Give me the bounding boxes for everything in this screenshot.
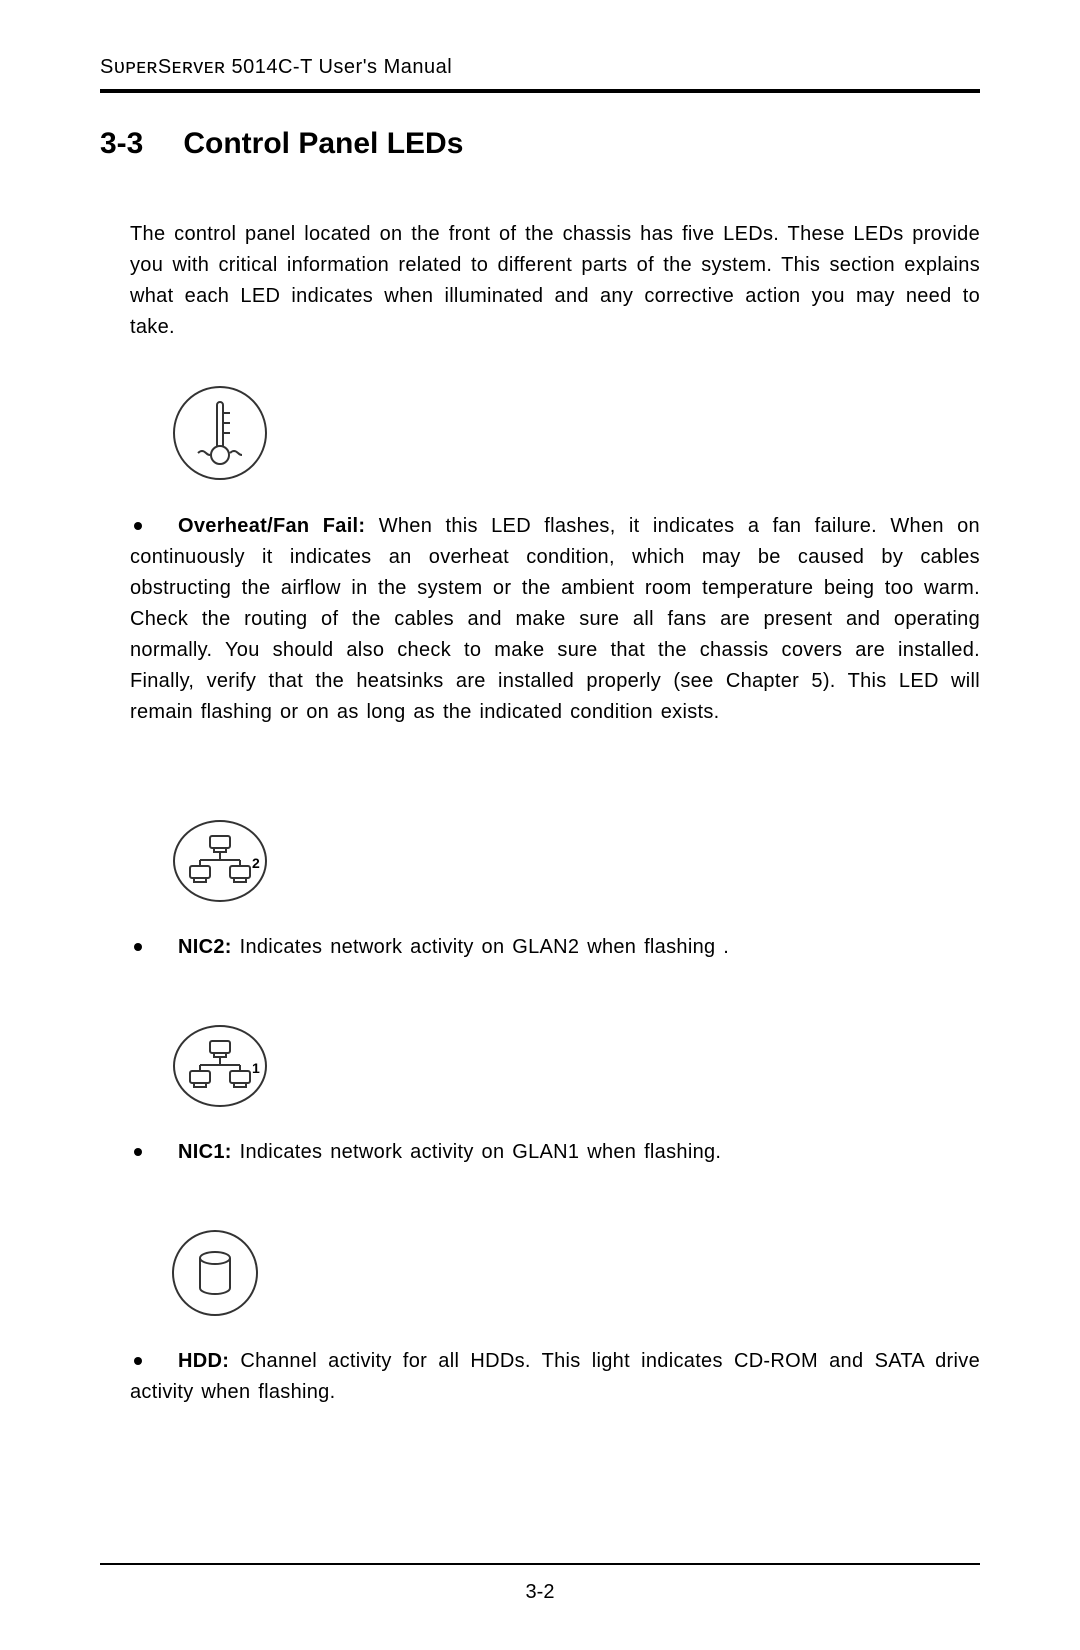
- nic1-icon: 1: [170, 1023, 980, 1109]
- page-number: 3-2: [100, 1581, 980, 1604]
- nic1-label: NIC1:: [178, 1141, 232, 1163]
- hdd-entry: HDD: Channel activity for all HDDs. This…: [130, 1346, 980, 1408]
- bullet-icon: [134, 943, 142, 951]
- bullet-icon: [134, 1357, 142, 1365]
- overheat-icon: [170, 383, 980, 483]
- hdd-icon: [170, 1228, 980, 1318]
- header-rule: [100, 89, 980, 93]
- svg-text:2: 2: [252, 855, 260, 871]
- header-rest: 5014C-T User's Manual: [225, 56, 452, 78]
- header-product: SᴜᴘᴇʀSᴇʀᴠᴇʀ: [100, 56, 225, 78]
- footer: 3-2: [100, 1563, 980, 1604]
- page: SᴜᴘᴇʀSᴇʀᴠᴇʀ 5014C-T User's Manual 3-3 Con…: [0, 0, 1080, 1650]
- hdd-text: Channel activity for all HDDs. This ligh…: [130, 1350, 980, 1403]
- running-header: SᴜᴘᴇʀSᴇʀᴠᴇʀ 5014C-T User's Manual: [100, 56, 980, 79]
- nic1-text: Indicates network activity on GLAN1 when…: [232, 1141, 722, 1163]
- intro-paragraph: The control panel located on the front o…: [130, 219, 980, 343]
- section-title-text: Control Panel LEDs: [183, 127, 463, 160]
- section-number: 3-3: [100, 127, 143, 160]
- nic2-text: Indicates network activity on GLAN2 when…: [232, 936, 729, 958]
- nic2-icon: 2: [170, 818, 980, 904]
- bullet-icon: [134, 522, 142, 530]
- svg-text:1: 1: [252, 1060, 260, 1076]
- nic1-entry: NIC1: Indicates network activity on GLAN…: [130, 1137, 980, 1168]
- hdd-label: HDD:: [178, 1350, 229, 1372]
- overheat-text: When this LED flashes, it indicates a fa…: [130, 515, 980, 723]
- section-heading: 3-3 Control Panel LEDs: [100, 127, 980, 161]
- nic2-label: NIC2:: [178, 936, 232, 958]
- footer-rule: [100, 1563, 980, 1565]
- content-area: The control panel located on the front o…: [100, 219, 980, 1408]
- overheat-label: Overheat/Fan Fail:: [178, 515, 365, 537]
- overheat-entry: Overheat/Fan Fail: When this LED flashes…: [130, 511, 980, 728]
- bullet-icon: [134, 1148, 142, 1156]
- nic2-entry: NIC2: Indicates network activity on GLAN…: [130, 932, 980, 963]
